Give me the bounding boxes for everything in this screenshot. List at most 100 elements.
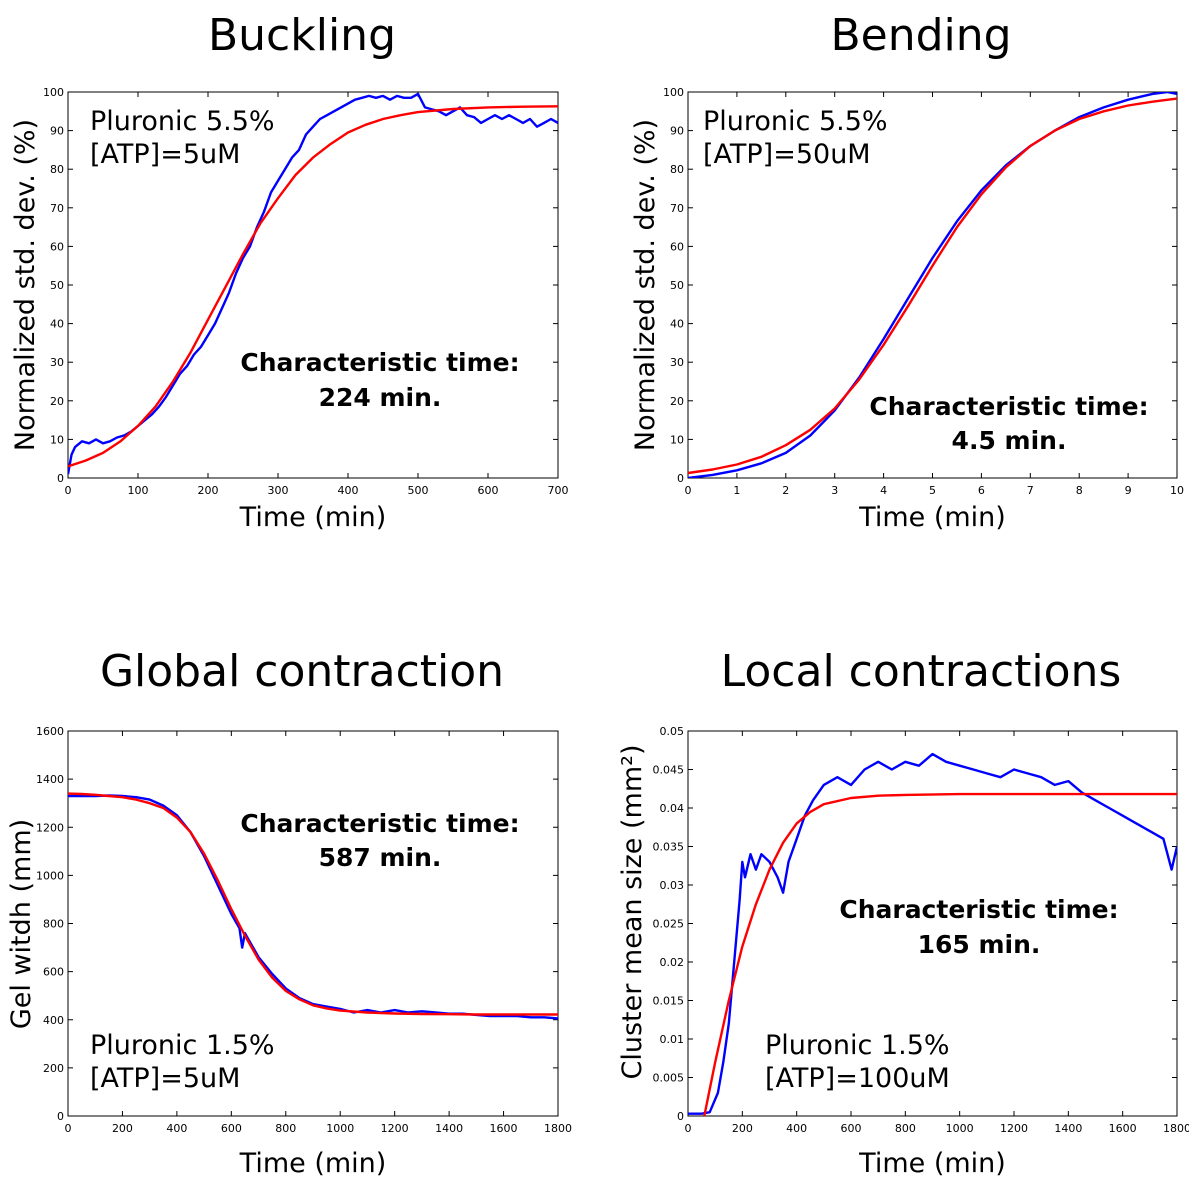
chart-title: Global contraction	[100, 646, 504, 697]
y-tick-label: 0	[57, 472, 64, 485]
condition-annotation: Pluronic 1.5%	[765, 1030, 950, 1061]
x-tick-label: 0	[65, 484, 72, 497]
y-tick-label: 0.02	[660, 956, 685, 969]
x-tick-label: 0	[685, 1122, 692, 1135]
chart-title: Local contractions	[721, 646, 1122, 697]
x-tick-label: 400	[166, 1122, 187, 1135]
y-tick-label: 70	[670, 202, 684, 215]
y-tick-label: 0.045	[653, 764, 685, 777]
y-tick-label: 800	[43, 918, 64, 931]
x-tick-label: 1200	[381, 1122, 409, 1135]
x-tick-label: 1000	[946, 1122, 974, 1135]
y-tick-label: 1600	[36, 725, 64, 738]
x-tick-label: 400	[338, 484, 359, 497]
x-axis-label: Time (min)	[858, 502, 1006, 533]
y-tick-label: 100	[663, 86, 684, 99]
condition-annotation: [ATP]=100uM	[765, 1063, 950, 1094]
y-tick-label: 20	[670, 395, 684, 408]
y-tick-label: 40	[50, 318, 64, 331]
y-tick-label: 40	[670, 318, 684, 331]
y-axis-label: Gel witdh (mm)	[6, 819, 37, 1029]
data-series-line	[688, 92, 1177, 478]
y-tick-label: 100	[43, 86, 64, 99]
x-tick-label: 4	[880, 484, 887, 497]
x-tick-label: 700	[548, 484, 569, 497]
fit-curve-line	[68, 105, 558, 468]
y-tick-label: 0	[677, 472, 684, 485]
x-tick-label: 1600	[1109, 1122, 1137, 1135]
x-tick-label: 500	[408, 484, 429, 497]
x-tick-label: 1600	[490, 1122, 518, 1135]
y-tick-label: 80	[50, 163, 64, 176]
y-tick-label: 200	[43, 1062, 64, 1075]
x-tick-label: 400	[786, 1122, 807, 1135]
x-axis-label: Time (min)	[858, 1148, 1006, 1177]
x-axis-label: Time (min)	[239, 502, 387, 533]
y-tick-label: 600	[43, 966, 64, 979]
condition-annotation: Pluronic 1.5%	[90, 1030, 275, 1061]
x-tick-label: 200	[198, 484, 219, 497]
x-tick-label: 200	[732, 1122, 753, 1135]
x-tick-label: 1800	[1163, 1122, 1189, 1135]
y-tick-label: 0.03	[660, 879, 685, 892]
y-tick-label: 1400	[36, 773, 64, 786]
y-tick-label: 20	[50, 395, 64, 408]
x-tick-label: 300	[268, 484, 289, 497]
x-tick-label: 100	[128, 484, 149, 497]
y-tick-label: 0.035	[653, 841, 685, 854]
plot-area	[67, 730, 559, 1117]
y-tick-label: 60	[50, 240, 64, 253]
y-tick-label: 0.025	[653, 918, 685, 931]
chart-panel-global-contraction: Global contraction 0 200 400 600 800 1000 1200 1…	[6, 646, 572, 1177]
condition-annotation: Pluronic 5.5%	[90, 106, 275, 137]
fit-curve-line	[68, 792, 558, 1016]
x-tick-label: 1200	[1000, 1122, 1028, 1135]
characteristic-time-annotation: Characteristic time:	[869, 392, 1148, 421]
y-tick-label: 50	[670, 279, 684, 292]
y-tick-label: 0	[57, 1110, 64, 1123]
condition-annotation: [ATP]=5uM	[90, 1063, 240, 1094]
x-tick-label: 8	[1076, 484, 1083, 497]
y-tick-label: 10	[50, 433, 64, 446]
y-tick-label: 0.05	[660, 725, 685, 738]
characteristic-time-annotation: 224 min.	[319, 383, 442, 412]
y-tick-label: 60	[670, 240, 684, 253]
x-tick-label: 1400	[1054, 1122, 1082, 1135]
x-tick-label: 1400	[435, 1122, 463, 1135]
x-tick-label: 2	[782, 484, 789, 497]
x-tick-label: 1	[733, 484, 740, 497]
x-tick-label: 0	[65, 1122, 72, 1135]
x-axis-label: Time (min)	[239, 1148, 387, 1177]
x-tick-label: 1800	[544, 1122, 572, 1135]
characteristic-time-annotation: 587 min.	[319, 843, 442, 872]
y-tick-label: 90	[670, 125, 684, 138]
y-tick-label: 70	[50, 202, 64, 215]
x-tick-label: 0	[685, 484, 692, 497]
y-tick-label: 80	[670, 163, 684, 176]
plot-area	[687, 91, 1178, 479]
x-tick-label: 200	[112, 1122, 133, 1135]
x-tick-label: 600	[478, 484, 499, 497]
condition-annotation: Pluronic 5.5%	[703, 106, 888, 137]
y-tick-label: 0.005	[653, 1072, 685, 1085]
y-tick-label: 0	[677, 1110, 684, 1123]
x-tick-label: 800	[895, 1122, 916, 1135]
y-tick-label: 0.015	[653, 995, 685, 1008]
y-tick-label: 1200	[36, 821, 64, 834]
x-tick-label: 10	[1170, 484, 1184, 497]
characteristic-time-annotation: 165 min.	[918, 930, 1041, 959]
y-tick-label: 50	[50, 279, 64, 292]
y-axis-label: Cluster mean size (mm²)	[617, 745, 648, 1080]
characteristic-time-annotation: Characteristic time:	[240, 809, 519, 838]
characteristic-time-annotation: Characteristic time:	[240, 348, 519, 377]
y-tick-label: 30	[670, 356, 684, 369]
y-tick-label: 30	[50, 356, 64, 369]
chart-title: Buckling	[208, 10, 396, 61]
y-tick-label: 400	[43, 1014, 64, 1027]
chart-panel-local-contractions: Local contractions 0 200 400 600 800 1000 1200 1…	[617, 646, 1189, 1177]
condition-annotation: [ATP]=50uM	[703, 139, 871, 170]
y-tick-label: 1000	[36, 869, 64, 882]
characteristic-time-annotation: 4.5 min.	[952, 426, 1067, 455]
y-axis-label: Normalized std. dev. (%)	[10, 119, 41, 451]
